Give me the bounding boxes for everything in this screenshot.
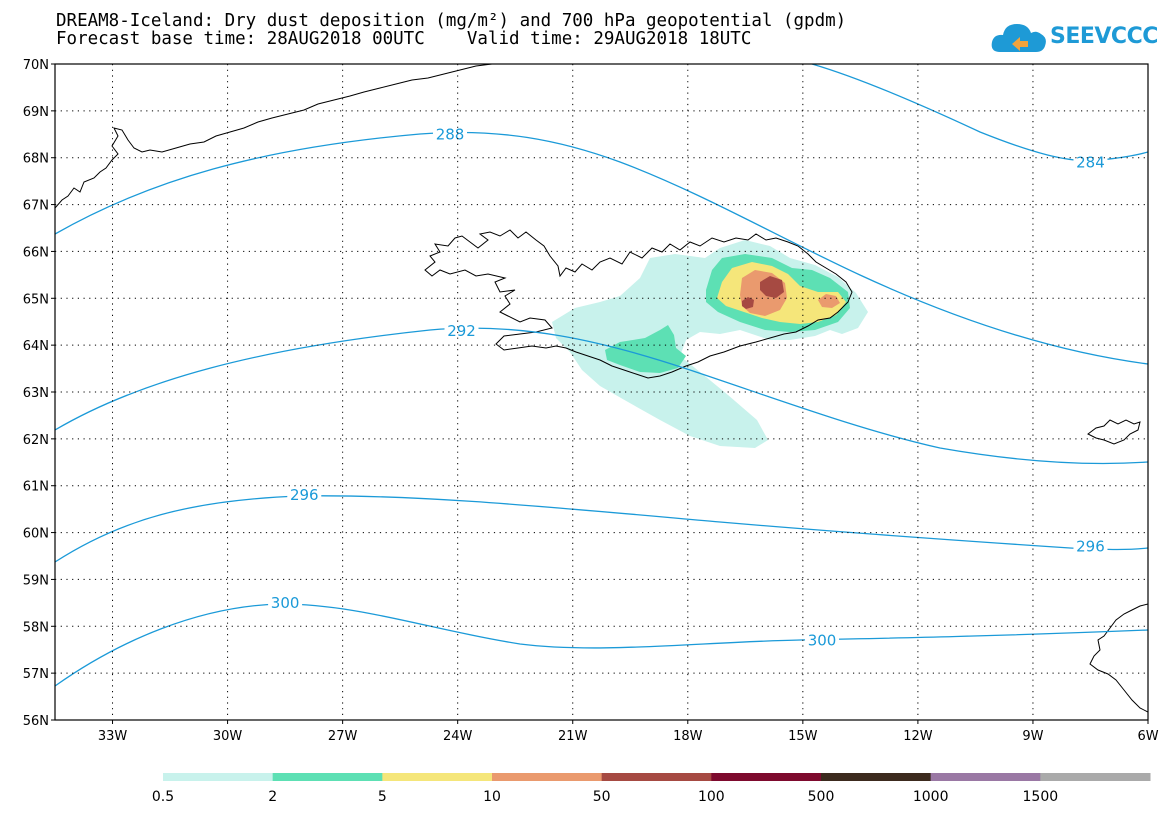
colorbar: 0.5 2 5 10 50 100 500 1000 1500 xyxy=(152,773,1151,805)
lon-tick-label: 18W xyxy=(673,729,703,744)
lat-tick-label: 69N xyxy=(23,105,49,120)
contour-label: 284 xyxy=(1076,153,1105,171)
lat-tick-label: 59N xyxy=(23,573,49,588)
dust-deposition-layer xyxy=(552,240,868,448)
contour-label-background xyxy=(1073,152,1108,172)
longitude-labels: 33W 30W 27W 24W 21W 18W 15W 12W 9W 6W xyxy=(98,729,1159,744)
lon-tick-label: 9W xyxy=(1022,729,1043,744)
colorbar-swatch xyxy=(601,773,712,781)
colorbar-swatch xyxy=(492,773,603,781)
colorbar-swatch xyxy=(711,773,822,781)
lat-tick-label: 68N xyxy=(23,152,49,167)
lon-tick-label: 30W xyxy=(213,729,243,744)
coastline-layer xyxy=(55,64,1148,713)
contour-288 xyxy=(55,131,1148,365)
lat-tick-label: 60N xyxy=(23,527,49,542)
lon-tick-label: 27W xyxy=(328,729,358,744)
colorbar-label: 1000 xyxy=(913,789,949,805)
colorbar-label: 500 xyxy=(808,789,835,805)
cloud-icon xyxy=(991,24,1046,52)
iceland-coastline xyxy=(424,229,853,379)
colorbar-swatch xyxy=(1040,773,1151,781)
contour-label: 296 xyxy=(1076,538,1105,556)
lon-tick-label: 6W xyxy=(1137,729,1158,744)
colorbar-label: 10 xyxy=(483,789,501,805)
contour-labels: 288 284 292 296 296 300 300 xyxy=(268,124,1108,650)
geopotential-contours xyxy=(55,64,1148,687)
seevccc-logo: SEEVCCC xyxy=(990,18,1158,58)
lat-tick-label: 64N xyxy=(23,339,49,354)
scotland-coastline xyxy=(1089,603,1148,713)
contour-284 xyxy=(811,64,1148,162)
graticule xyxy=(51,63,1149,724)
lat-tick-label: 67N xyxy=(23,199,49,214)
lon-tick-label: 21W xyxy=(558,729,588,744)
colorbar-swatch xyxy=(821,773,932,781)
lat-tick-label: 61N xyxy=(23,480,49,495)
contour-label: 288 xyxy=(436,125,465,143)
lat-tick-label: 58N xyxy=(23,620,49,635)
dust-region-10-50-east xyxy=(818,294,840,308)
contour-300 xyxy=(55,603,1148,687)
colorbar-swatch xyxy=(930,773,1041,781)
contour-label-background xyxy=(287,485,322,505)
map-title: DREAM8-Iceland: Dry dust deposition (mg/… xyxy=(56,11,847,31)
contour-label-background xyxy=(1073,536,1108,556)
contour-label: 300 xyxy=(808,631,837,649)
lat-tick-label: 62N xyxy=(23,433,49,448)
lon-tick-label: 12W xyxy=(903,729,933,744)
colorbar-label: 1500 xyxy=(1023,789,1059,805)
lat-tick-label: 65N xyxy=(23,292,49,307)
lat-tick-label: 57N xyxy=(23,667,49,682)
contour-label-background xyxy=(433,124,468,144)
map-subtitle: Forecast base time: 28AUG2018 00UTC Vali… xyxy=(56,29,752,49)
colorbar-swatch xyxy=(272,773,383,781)
contour-292 xyxy=(55,327,1148,465)
lon-tick-label: 33W xyxy=(98,729,128,744)
latitude-labels: 70N 69N 68N 67N 66N 65N 64N 63N 62N 61N 60N 59N 58N 5… xyxy=(23,58,49,729)
greenland-coastline xyxy=(55,64,497,209)
colorbar-label: 50 xyxy=(593,789,611,805)
contour-label: 292 xyxy=(447,322,476,340)
faroe-islands-coastline xyxy=(1087,419,1141,445)
contour-label: 296 xyxy=(290,486,319,504)
logo-text: SEEVCCC xyxy=(1050,24,1158,49)
contour-label-background xyxy=(805,630,840,650)
map-frame xyxy=(54,63,1149,721)
lon-tick-label: 24W xyxy=(443,729,473,744)
lat-tick-label: 56N xyxy=(23,714,49,729)
lat-tick-label: 66N xyxy=(23,245,49,260)
colorbar-swatch xyxy=(382,773,493,781)
contour-label-background xyxy=(268,592,303,612)
contour-296 xyxy=(55,495,1148,563)
contour-label-background xyxy=(444,321,479,341)
dust-region-50-100 xyxy=(760,276,784,298)
lat-tick-label: 70N xyxy=(23,58,49,73)
colorbar-label: 5 xyxy=(378,789,387,805)
contour-label: 300 xyxy=(271,594,300,612)
lat-tick-label: 63N xyxy=(23,386,49,401)
colorbar-swatch xyxy=(163,773,274,781)
colorbar-label: 2 xyxy=(268,789,277,805)
dust-region-2-5-south xyxy=(605,325,686,373)
lon-tick-label: 15W xyxy=(788,729,818,744)
dust-region-50-100-small xyxy=(742,297,754,309)
colorbar-label: 0.5 xyxy=(152,789,174,805)
colorbar-label: 100 xyxy=(698,789,725,805)
